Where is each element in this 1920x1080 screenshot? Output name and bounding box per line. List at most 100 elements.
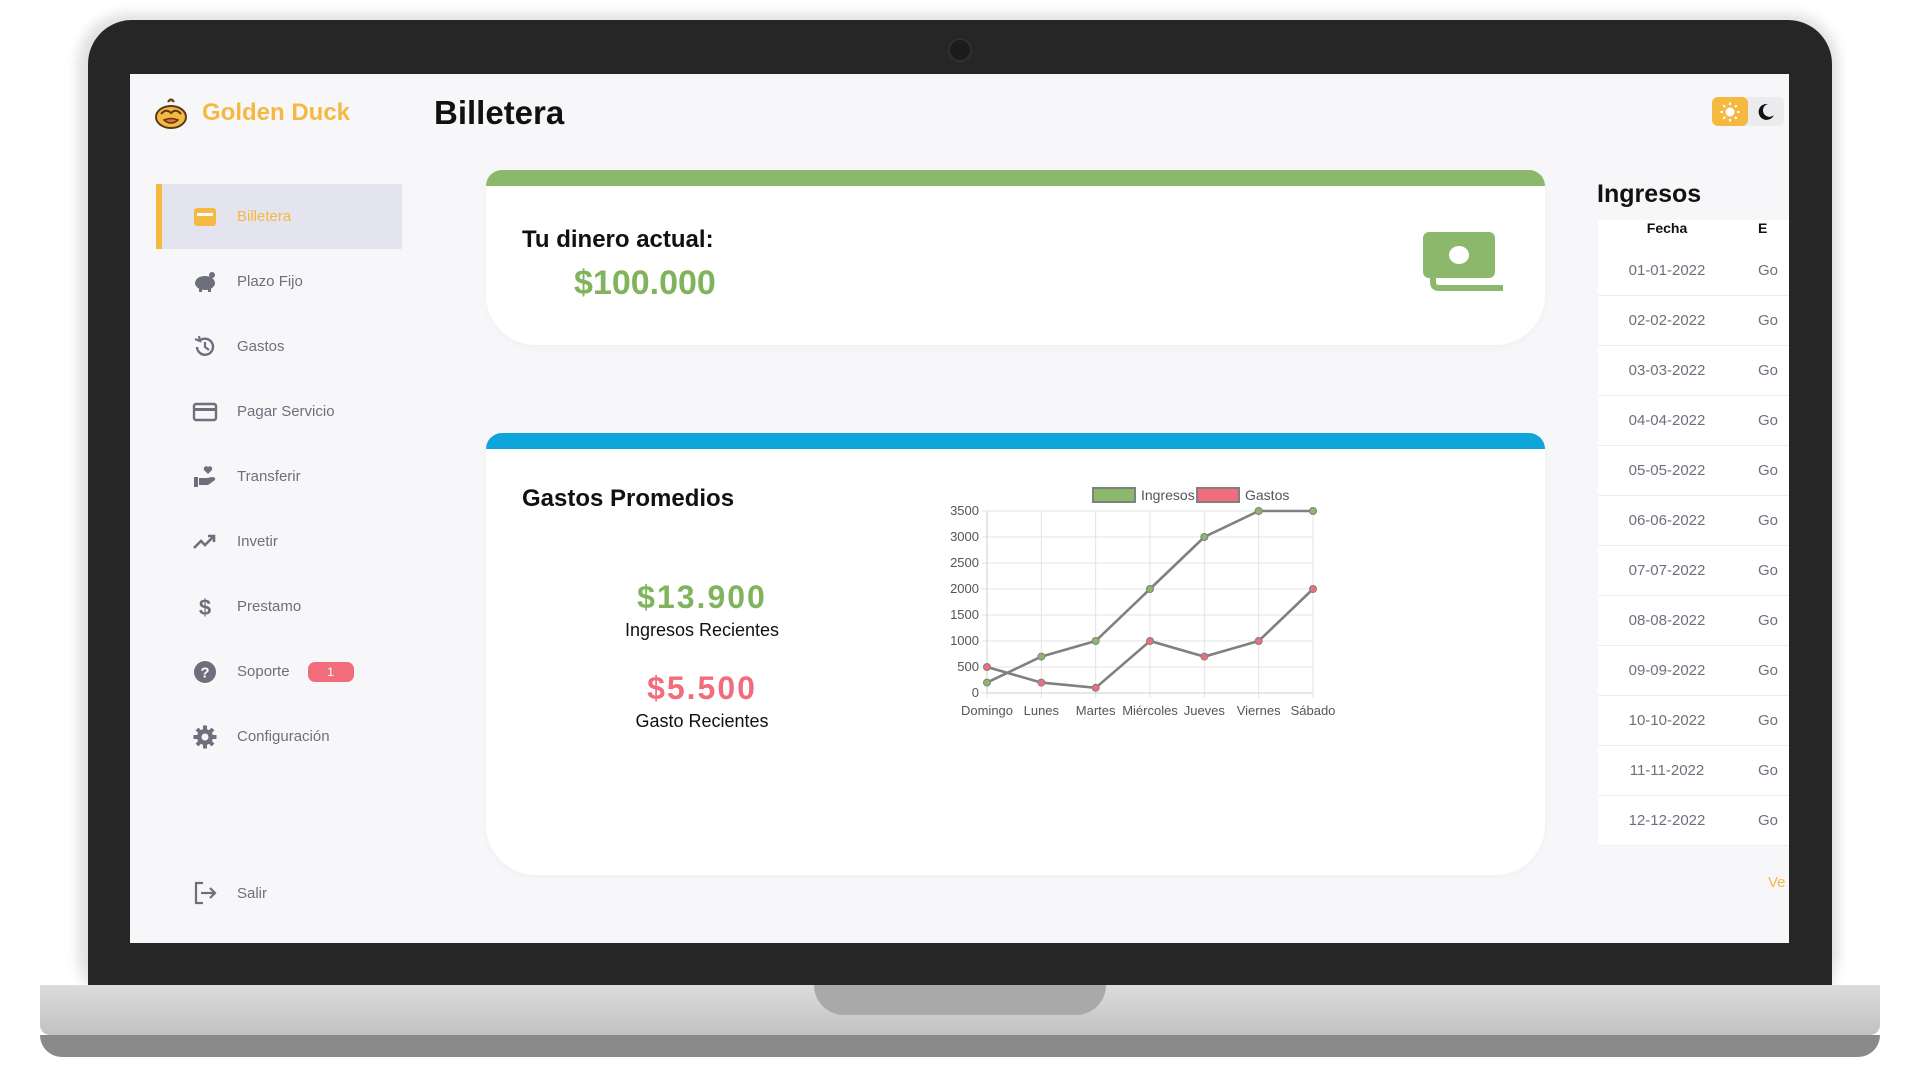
column-header-fecha: Fecha (1646, 220, 1688, 236)
piggy-bank-icon (192, 269, 218, 295)
table-row[interactable]: 09-09-2022 Go (1598, 646, 1789, 696)
svg-text:$: $ (199, 595, 211, 620)
income-desc-cell: Go (1758, 412, 1779, 429)
table-row[interactable]: 03-03-2022 Go (1598, 346, 1789, 396)
balance-label: Tu dinero actual: (522, 226, 714, 253)
data-point-gastos (1309, 585, 1317, 593)
sidebar-item-label: Soporte (237, 663, 290, 680)
sidebar-item-plazo-fijo[interactable]: Plazo Fijo (156, 249, 402, 314)
support-badge: 1 (307, 661, 354, 682)
averages-card-accent (486, 433, 1545, 449)
data-point-gastos (1254, 637, 1263, 645)
x-tick-label: Sábado (1291, 703, 1336, 718)
x-tick-label: Lunes (1024, 703, 1060, 718)
income-table: Fecha E 01-01-2022 Go 02-02-2022 Go 03-03-20… (1598, 220, 1789, 846)
income-desc-cell: Go (1758, 612, 1779, 629)
expense-stat: $5.500 Gasto Recientes (570, 670, 834, 732)
laptop-base-shadow (40, 1035, 1880, 1057)
income-desc-cell: Go (1758, 812, 1779, 829)
income-date-cell: 04-04-2022 (1628, 412, 1706, 429)
theme-toggle[interactable] (1712, 97, 1784, 126)
sidebar-item-transferir[interactable]: Transferir (156, 444, 402, 509)
help-circle-icon: ? (192, 659, 218, 685)
income-desc-cell: Go (1758, 512, 1779, 529)
sidebar-item-invetir[interactable]: Invetir (156, 509, 402, 574)
x-tick-label: Martes (1076, 703, 1116, 718)
data-point-ingresos (1200, 533, 1209, 541)
income-date-cell: 12-12-2022 (1628, 812, 1706, 829)
expense-value: $5.500 (647, 670, 757, 706)
income-desc-cell: Go (1758, 662, 1779, 679)
data-point-ingresos (1254, 507, 1263, 515)
income-date-cell: 11-11-2022 (1629, 762, 1705, 779)
table-row[interactable]: 11-11-2022 Go (1598, 746, 1789, 796)
hand-heart-icon (192, 464, 218, 490)
data-point-gastos (1146, 637, 1154, 645)
logout-icon (192, 880, 218, 906)
sun-icon (1720, 102, 1740, 121)
data-point-gastos (1091, 683, 1100, 692)
x-tick-label: Domingo (961, 703, 1013, 718)
brand-logo[interactable]: Golden Duck (154, 96, 350, 130)
y-tick-label: 1000 (950, 633, 979, 648)
income-date-cell: 09-09-2022 (1628, 662, 1706, 679)
table-row[interactable]: 10-10-2022 Go (1598, 696, 1789, 746)
column-header-desc: E (1758, 220, 1768, 236)
income-desc-cell: Go (1758, 362, 1779, 379)
see-more-link[interactable]: Ve (1768, 874, 1786, 891)
x-tick-label: Miércoles (1122, 703, 1178, 718)
line-chart: 0 500 1000 1500 2000 2500 3000 3500 Domingo Lunes… (950, 487, 1336, 718)
income-desc-cell: Go (1758, 712, 1779, 729)
legend-swatch-ingresos (1092, 487, 1136, 503)
credit-card-icon (192, 399, 218, 425)
sidebar-item-prestamo[interactable]: $ Prestamo (156, 574, 402, 639)
table-row[interactable]: 02-02-2022 Go (1598, 296, 1789, 346)
expense-label: Gasto Recientes (635, 711, 769, 731)
sidebar-item-soporte[interactable]: ? Soporte 1 (156, 639, 402, 704)
balance-value: $100.000 (574, 264, 716, 302)
light-mode-button[interactable] (1712, 97, 1748, 126)
logout-button[interactable]: Salir (192, 880, 267, 906)
y-tick-label: 0 (972, 685, 979, 700)
averages-card: Gastos Promedios $13.900 Ingresos Recien… (486, 433, 1545, 875)
sidebar-item-label: Prestamo (237, 598, 302, 615)
income-desc-cell: Go (1758, 312, 1779, 329)
sidebar-item-pagar-servicio[interactable]: Pagar Servicio (156, 379, 402, 444)
income-desc-cell: Go (1758, 762, 1779, 779)
sidebar-item-label: Plazo Fijo (237, 273, 303, 290)
sidebar-item-label: Transferir (237, 468, 301, 485)
trending-up-icon (192, 529, 218, 555)
table-row[interactable]: 01-01-2022 Go (1598, 246, 1789, 296)
income-title: Ingresos (1597, 180, 1702, 208)
y-tick-label: 500 (957, 659, 979, 674)
income-desc-cell: Go (1758, 562, 1779, 579)
data-point-ingresos (983, 678, 991, 687)
wallet-icon (192, 204, 218, 230)
legend-swatch-gastos (1196, 487, 1240, 503)
table-row[interactable]: 05-05-2022 Go (1598, 446, 1789, 496)
data-point-gastos (983, 663, 991, 671)
balance-card: Tu dinero actual: $100.000 (486, 170, 1545, 345)
sidebar-item-gastos[interactable]: Gastos (156, 314, 402, 379)
table-row[interactable]: 06-06-2022 Go (1598, 496, 1789, 546)
income-date-cell: 06-06-2022 (1628, 512, 1706, 529)
gear-icon (192, 724, 218, 750)
income-date-cell: 10-10-2022 (1628, 712, 1706, 729)
sidebar-item-label: Billetera (237, 208, 292, 225)
sidebar-item-label: Pagar Servicio (237, 403, 335, 420)
logout-label: Salir (237, 884, 268, 902)
data-point-ingresos (1037, 652, 1046, 661)
table-row[interactable]: 07-07-2022 Go (1598, 546, 1789, 596)
dark-mode-button[interactable] (1748, 97, 1784, 126)
table-header: Fecha E (1598, 220, 1789, 246)
duck-logo-icon (155, 98, 187, 129)
laptop-notch (814, 985, 1106, 1015)
table-row[interactable]: 12-12-2022 Go (1598, 796, 1789, 846)
data-point-ingresos (1091, 637, 1100, 645)
sidebar-item-billetera[interactable]: Billetera (156, 184, 402, 249)
data-point-ingresos (1146, 585, 1154, 593)
sidebar-item-configuracion[interactable]: Configuración (156, 704, 402, 769)
table-row[interactable]: 04-04-2022 Go (1598, 396, 1789, 446)
table-row[interactable]: 08-08-2022 Go (1598, 596, 1789, 646)
income-date-cell: 01-01-2022 (1628, 262, 1706, 279)
